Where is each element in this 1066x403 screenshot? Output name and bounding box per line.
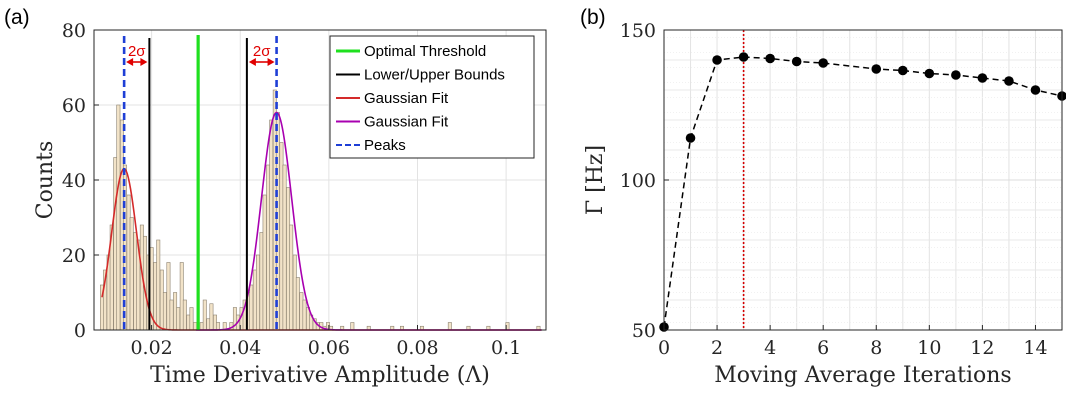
x-tick-label-b: 6 [817, 337, 829, 359]
gamma-vs-iterations-chart: 0 2 4 6 8 10 12 14 50 100 150 Moving Average Iterat… [583, 20, 1066, 388]
data-point [871, 64, 882, 74]
legend-label: Lower/Upper Bounds [364, 67, 505, 84]
x-tick-label-b: 2 [711, 337, 723, 359]
histogram-bar [162, 292, 167, 331]
histogram-bar [129, 217, 134, 331]
legend-label: Peaks [364, 137, 406, 154]
histogram-bar [282, 164, 287, 331]
histogram-bar [275, 112, 280, 331]
legend-label: Gaussian Fit [364, 114, 449, 131]
histogram-bar [209, 303, 214, 331]
legend-label: Optimal Threshold [364, 43, 486, 60]
data-point [712, 55, 722, 65]
y-tick-label-a: 60 [62, 95, 86, 117]
x-tick-label-b: 10 [917, 337, 941, 359]
sigma-arrow-head-left [248, 58, 256, 66]
data-point [898, 65, 908, 76]
histogram-bar [295, 277, 300, 331]
histogram-bar [262, 194, 267, 331]
x-tick-label-b: 0 [658, 337, 670, 359]
histogram-bar [350, 322, 355, 331]
x-tick-label-b: 4 [764, 337, 776, 359]
histogram-bar [289, 224, 294, 331]
data-point [1004, 76, 1014, 86]
histogram-bar [193, 322, 197, 331]
histogram-bar [216, 322, 221, 331]
y-axis-label-b: Γ [Hz] [583, 145, 608, 215]
histogram-bar [169, 299, 174, 331]
legend-label: Gaussian Fit [364, 90, 449, 107]
histogram-bar [255, 254, 260, 331]
sigma-arrow-head-left [126, 58, 134, 66]
x-tick-label-b: 14 [1023, 337, 1047, 359]
y-tick-label-b: 50 [632, 320, 656, 342]
histogram-bar [249, 284, 254, 331]
histogram-bar [156, 239, 161, 331]
y-axis-label-a: Counts [33, 141, 58, 220]
sigma-arrow-head-right [267, 58, 275, 66]
data-point [738, 52, 749, 62]
data-point [951, 70, 961, 80]
x-tick-label-a: 0.1 [491, 337, 521, 359]
y-tick-label-a: 0 [74, 320, 86, 342]
histogram-bar [447, 322, 452, 331]
histogram-bar [269, 119, 274, 331]
y-tick-label-a: 80 [62, 20, 86, 42]
histogram-bar [116, 104, 121, 331]
histogram-chart: 2σ 2σ 0.02 0.04 0.06 0.08 0.1 0 20 40 60 80 Time Der… [33, 20, 547, 388]
histogram-bar [202, 299, 207, 331]
x-tick-label-a: 0.02 [130, 337, 172, 359]
sigma-annotation-label: 2σ [128, 43, 146, 60]
histogram-bar [176, 307, 181, 331]
data-point [765, 53, 775, 64]
histogram-bar [302, 299, 307, 331]
histogram-bar [182, 299, 187, 331]
data-point [977, 73, 988, 83]
x-tick-label-a: 0.04 [219, 337, 261, 359]
data-point [685, 133, 696, 143]
sigma-annotation-label: 2σ [253, 43, 271, 60]
data-point [1030, 85, 1041, 95]
y-tick-label-b: 150 [620, 20, 656, 42]
data-point [924, 68, 935, 79]
panel-label-a: (a) [4, 6, 30, 29]
x-axis-label-a: Time Derivative Amplitude (Λ) [150, 363, 490, 388]
x-tick-label-a: 0.06 [308, 337, 350, 359]
legend-box [329, 35, 535, 159]
data-point [818, 58, 828, 68]
y-tick-label-a: 40 [62, 170, 86, 192]
y-tick-label-a: 20 [62, 245, 86, 267]
x-tick-label-b: 12 [970, 337, 994, 359]
histogram-bar [189, 307, 194, 331]
sigma-arrow-head-right [140, 58, 148, 66]
data-point [791, 56, 802, 67]
x-tick-label-a: 0.08 [396, 337, 438, 359]
y-tick-label-b: 100 [620, 170, 656, 192]
panel-label-b: (b) [580, 6, 606, 29]
x-axis-label-b: Moving Average Iterations [714, 363, 1011, 388]
x-tick-label-b: 8 [870, 337, 882, 359]
